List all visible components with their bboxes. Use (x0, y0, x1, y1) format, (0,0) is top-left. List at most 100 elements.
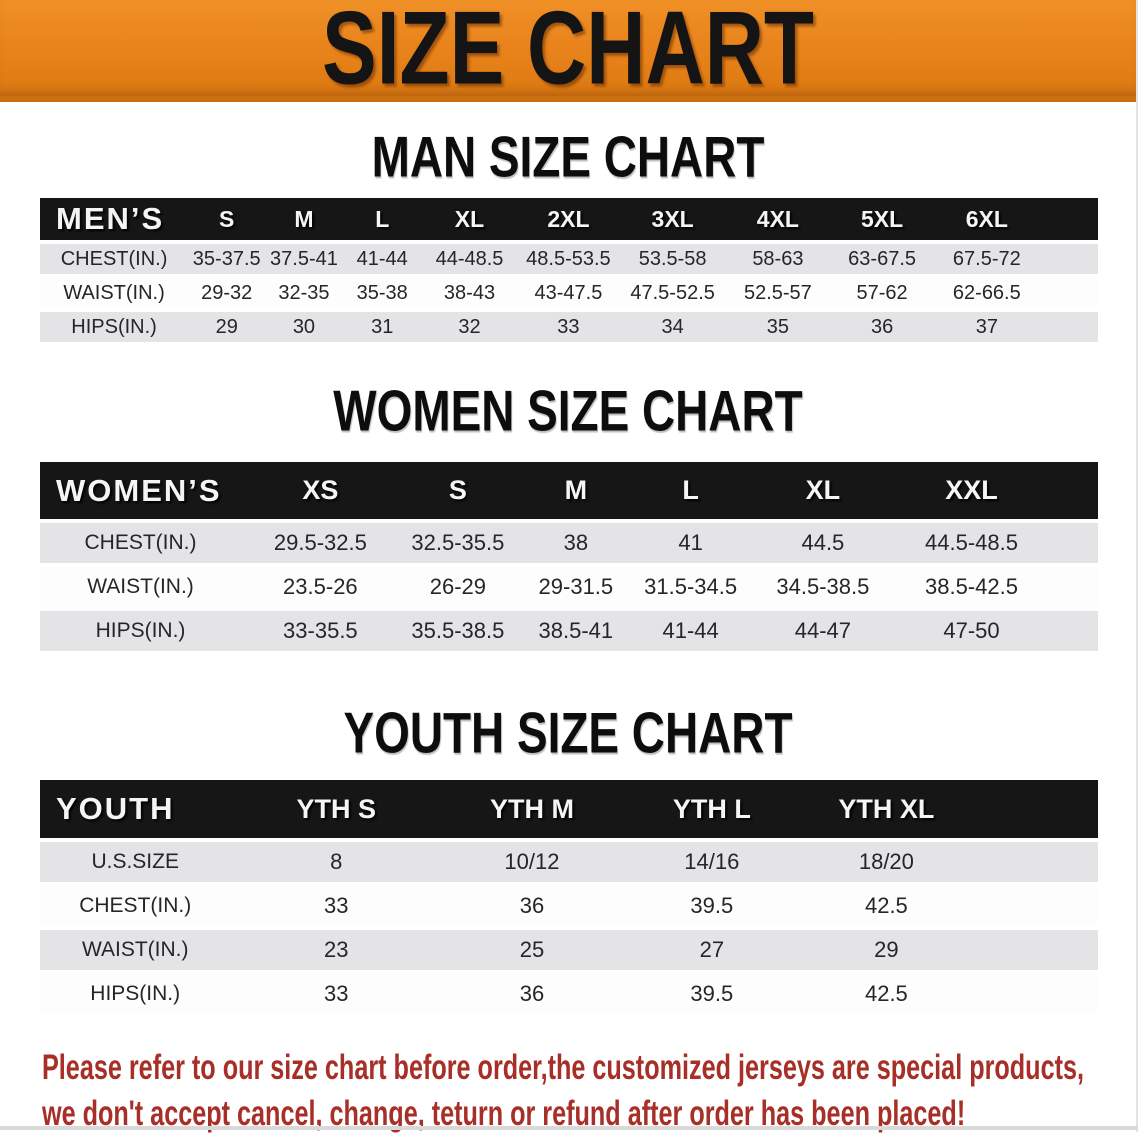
youth-size-table: YOUTH YTH S YTH M YTH L YTH XL U.S.SIZE 8 10/12… (40, 776, 1098, 1018)
size-column-header: YTH S (230, 780, 443, 838)
size-value-cell: 36 (870, 315, 894, 338)
size-value-cell: 10/12 (504, 849, 560, 874)
row-label: HIPS(IN.) (90, 982, 181, 1005)
size-value-cell: 8 (330, 849, 343, 874)
size-column-header: YTH L (621, 780, 802, 838)
size-value-cell: 42.5 (864, 981, 908, 1006)
size-value-cell: 34 (661, 315, 684, 338)
table-header-label: YOUTH (40, 780, 231, 838)
size-value-cell: 31.5-34.5 (644, 574, 738, 599)
disclaimer-line-2: we don't accept cancel, change, teturn o… (42, 1094, 966, 1134)
size-column-header: XS (241, 462, 400, 519)
size-value-cell: 43-47.5 (534, 281, 603, 304)
size-value-cell: 23 (323, 937, 349, 962)
size-column-header: 5XL (830, 198, 934, 240)
table-header-row: WOMEN’S XS S M L XL XXL (40, 462, 1098, 519)
size-column-header: 2XL (517, 198, 620, 240)
row-label: CHEST(IN.) (60, 247, 168, 270)
row-spacer (971, 842, 1098, 882)
size-value-cell: 44-47 (794, 618, 852, 643)
size-value-cell: 14/16 (684, 849, 740, 874)
measurement-row: CHEST(IN.) 33 36 39.5 42.5 (40, 886, 1098, 926)
size-column-header: XXL (900, 462, 1043, 519)
size-value-cell: 36 (519, 893, 545, 918)
size-column-header: XL (745, 462, 901, 519)
disclaimer-line-1: Please refer to our size chart before or… (42, 1048, 1085, 1087)
measurement-row: HIPS(IN.) 33 36 39.5 42.5 (40, 974, 1098, 1014)
size-column-header: S (188, 198, 266, 240)
size-value-cell: 44.5 (801, 530, 845, 555)
measurement-row: HIPS(IN.) 33-35.5 35.5-38.5 38.5-41 41-44 44-… (40, 611, 1098, 651)
size-value-cell: 53.5-58 (638, 247, 707, 270)
size-value-cell: 35 (766, 315, 790, 338)
size-value-cell: 38 (563, 530, 589, 555)
size-value-cell: 33 (557, 315, 580, 338)
size-value-cell: 39.5 (690, 893, 734, 918)
size-column-header: S (399, 462, 517, 519)
size-value-cell: 26-29 (429, 574, 487, 599)
size-value-cell: 41-44 (356, 247, 408, 270)
size-value-cell: 62-66.5 (952, 281, 1021, 304)
header-spacer (971, 780, 1098, 838)
size-value-cell: 38-43 (443, 281, 496, 304)
row-spacer (971, 930, 1098, 970)
row-spacer (971, 974, 1098, 1014)
size-value-cell: 27 (699, 937, 725, 962)
banner: SIZE CHART (0, 0, 1136, 102)
size-value-cell: 33 (323, 981, 349, 1006)
size-value-cell: 63-67.5 (848, 247, 917, 270)
size-value-cell: 35-37.5 (192, 247, 261, 270)
row-label: CHEST(IN.) (79, 894, 192, 917)
size-column-header: XL (421, 198, 518, 240)
row-spacer (1043, 523, 1098, 563)
size-value-cell: 44-48.5 (435, 247, 504, 270)
men-size-table: MEN’S S M L XL 2XL 3XL 4XL 5XL 6XL CHEST(IN.) 35-37… (40, 194, 1098, 346)
size-value-cell: 48.5-53.5 (526, 247, 611, 270)
size-value-cell: 39.5 (690, 981, 734, 1006)
size-column-header: 3XL (619, 198, 726, 240)
table-header-label: WOMEN’S (40, 462, 242, 519)
measurement-row: WAIST(IN.) 29-32 32-35 35-38 38-43 43-47.5 47.… (40, 278, 1098, 308)
size-value-cell: 29-32 (201, 281, 253, 304)
size-value-cell: 35.5-38.5 (411, 618, 505, 643)
size-value-cell: 37.5-41 (270, 247, 338, 270)
row-spacer (1040, 244, 1098, 274)
image-bottom-edge (0, 1126, 1138, 1130)
size-column-header: L (342, 198, 422, 240)
table-header-label: MEN’S (40, 198, 189, 240)
youth-size-section: YOUTH SIZE CHART YOUTH YTH S YTH M YTH L YTH… (0, 704, 1136, 1018)
size-value-cell: 35-38 (356, 281, 408, 304)
measurement-row: CHEST(IN.) 29.5-32.5 32.5-35.5 38 41 44.5 44.5… (40, 523, 1098, 563)
measurement-row: WAIST(IN.) 23 25 27 29 (40, 930, 1098, 970)
table-header-row: YOUTH YTH S YTH M YTH L YTH XL (40, 780, 1098, 838)
header-spacer (1039, 198, 1098, 240)
row-spacer (1043, 567, 1098, 607)
size-value-cell: 41-44 (662, 618, 719, 643)
size-value-cell: 37 (975, 315, 998, 338)
women-size-table: WOMEN’S XS S M L XL XXL CHEST(IN.) 29.5-32.5 32.5… (40, 458, 1098, 655)
size-column-header: 4XL (725, 198, 831, 240)
size-value-cell: 36 (519, 981, 545, 1006)
size-value-cell: 29.5-32.5 (273, 530, 367, 555)
size-value-cell: 57-62 (856, 281, 908, 304)
row-spacer (1043, 611, 1098, 651)
table-header-row: MEN’S S M L XL 2XL 3XL 4XL 5XL 6XL (40, 198, 1098, 240)
row-label: WAIST(IN.) (63, 281, 165, 304)
header-spacer (1042, 462, 1098, 519)
size-column-header: YTH XL (801, 780, 972, 838)
disclaimer: Please refer to our size chart before or… (42, 1045, 1136, 1137)
size-column-header: M (265, 198, 343, 240)
size-value-cell: 38.5-41 (538, 618, 614, 643)
women-section-heading: WOMEN SIZE CHART (333, 378, 803, 443)
size-column-header: L (635, 462, 746, 519)
size-value-cell: 44.5-48.5 (925, 530, 1018, 555)
size-value-cell: 34.5-38.5 (776, 574, 870, 599)
row-spacer (1040, 278, 1098, 308)
size-column-header: YTH M (442, 780, 622, 838)
size-value-cell: 47-50 (943, 618, 1000, 643)
size-value-cell: 52.5-57 (743, 281, 812, 304)
measurement-row: HIPS(IN.) 29 30 31 32 33 34 35 36 37 (40, 312, 1098, 342)
size-value-cell: 29 (215, 315, 238, 338)
page-title: SIZE CHART (322, 0, 814, 106)
